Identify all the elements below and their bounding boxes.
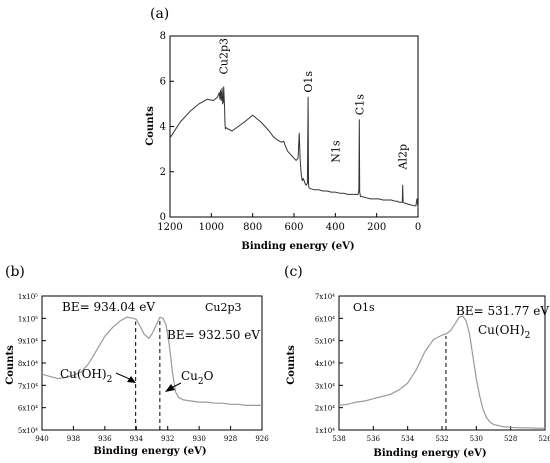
peak-label: O1s bbox=[302, 71, 315, 93]
y-tick-label: 5x10⁴ bbox=[18, 427, 38, 435]
panel-a: (a) 1200 1000 800 600 400 200 0 0 2 4 6 8 Cu2p3 O1s N1… bbox=[145, 6, 421, 252]
x-tick-label: 930 bbox=[192, 435, 205, 443]
panel-c-plot: 538 536 534 532 530 528 526 1x10⁴ 2x10⁴ 3x10⁴ 4x10… bbox=[315, 293, 550, 443]
c-cuoh2-sub: 2 bbox=[525, 331, 531, 341]
cu2o-arrow-head bbox=[165, 384, 175, 392]
x-tick-label: 528 bbox=[504, 435, 517, 443]
x-tick-label: 0 bbox=[415, 222, 421, 233]
panel-b-plot: 940 938 936 934 932 930 928 926 5x10⁴ 6x10⁴ 7x10⁴ 8… bbox=[18, 293, 269, 443]
cuoh2-arrow-head bbox=[127, 376, 136, 383]
x-tick-label: 536 bbox=[367, 435, 381, 443]
y-tick-label: 6x10⁴ bbox=[315, 315, 335, 323]
x-tick-label: 928 bbox=[224, 435, 237, 443]
series-line-c bbox=[338, 315, 545, 429]
x-tick-label: 800 bbox=[243, 222, 262, 233]
x-tick-label: 938 bbox=[67, 435, 80, 443]
x-tick-label: 1200 bbox=[157, 222, 182, 233]
y-tick-label: 3x10⁴ bbox=[315, 382, 335, 390]
panel-b-be1: BE= 934.04 eV bbox=[62, 300, 155, 314]
cuoh2-text: Cu(OH) bbox=[60, 367, 107, 381]
y-tick-label: 8 bbox=[160, 31, 166, 42]
peak-label: Al2p bbox=[397, 144, 410, 171]
peak-label: C1s bbox=[353, 94, 366, 115]
y-tick-label: 2 bbox=[160, 167, 166, 178]
y-tick-label: 9x10⁴ bbox=[18, 338, 38, 346]
y-tick-label: 7x10⁴ bbox=[315, 293, 335, 301]
c-cuoh2-text: Cu(OH) bbox=[478, 323, 525, 337]
panel-b-title: Cu2p3 bbox=[205, 301, 242, 314]
series-line-b bbox=[41, 316, 262, 406]
panel-c-xlabel: Binding energy (eV) bbox=[373, 448, 486, 459]
panel-b-label: (b) bbox=[5, 264, 25, 280]
x-tick-label: 934 bbox=[130, 435, 144, 443]
y-tick-label: 1x10⁴ bbox=[315, 427, 335, 435]
x-tick-label: 200 bbox=[367, 222, 386, 233]
panel-c: (c) 538 536 534 532 530 528 526 1x10⁴ 2x10⁴ 3x10⁴… bbox=[284, 264, 550, 459]
x-tick-label: 932 bbox=[161, 435, 174, 443]
y-tick-label: 2x10⁴ bbox=[315, 405, 335, 413]
panel-a-xlabel: Binding energy (eV) bbox=[241, 241, 354, 252]
y-tick-label: 6 bbox=[160, 76, 166, 87]
panel-c-be: BE= 531.77 eV bbox=[456, 304, 549, 318]
cu2o-suffix: O bbox=[204, 369, 214, 383]
x-tick-label: 1000 bbox=[199, 222, 224, 233]
panel-b-cuoh2-label: Cu(OH)2 bbox=[60, 367, 112, 385]
panel-a-ylabel: Counts bbox=[145, 106, 156, 146]
panel-c-ylabel: Counts bbox=[286, 345, 297, 385]
y-tick-label: 0 bbox=[160, 212, 166, 223]
peak-label: N1s bbox=[329, 140, 342, 163]
panel-b-be2: BE= 932.50 eV bbox=[167, 328, 260, 342]
y-tick-label: 6x10⁴ bbox=[18, 405, 38, 413]
x-tick-label: 940 bbox=[35, 435, 48, 443]
x-tick-label: 532 bbox=[435, 435, 448, 443]
cuoh2-sub: 2 bbox=[107, 375, 113, 385]
y-tick-label: 7x10⁴ bbox=[18, 382, 38, 390]
x-tick-label: 534 bbox=[401, 435, 415, 443]
x-tick-label: 530 bbox=[470, 435, 483, 443]
cu2o-sub: 2 bbox=[198, 377, 204, 387]
panel-a-plot: 1200 1000 800 600 400 200 0 0 2 4 6 8 Cu2p3 O1s N1s C1s… bbox=[157, 31, 421, 233]
x-tick-label: 538 bbox=[332, 435, 345, 443]
x-tick-label: 936 bbox=[98, 435, 112, 443]
x-tick-label: 400 bbox=[326, 222, 345, 233]
panel-b-cu2o-label: Cu2O bbox=[181, 369, 214, 387]
y-tick-label: 4x10⁴ bbox=[315, 360, 335, 368]
panel-b-xlabel: Binding energy (eV) bbox=[93, 446, 206, 457]
panel-b: (b) 940 938 936 934 932 930 928 926 5x10⁴ 6x10⁴ 7x… bbox=[5, 264, 269, 457]
panel-b-ylabel: Counts bbox=[5, 345, 16, 385]
cu2o-text: Cu bbox=[181, 369, 198, 383]
y-tick-label: 1x10⁵ bbox=[18, 293, 38, 301]
y-tick-label: 4 bbox=[160, 122, 166, 133]
plot-frame-b bbox=[41, 295, 263, 431]
y-tick-label: 8x10⁴ bbox=[18, 360, 38, 368]
x-tick-label: 600 bbox=[284, 222, 303, 233]
y-tick-label: 1x10⁵ bbox=[18, 315, 38, 323]
plot-frame-a bbox=[169, 35, 419, 218]
x-tick-label: 526 bbox=[538, 435, 550, 443]
panel-c-label: (c) bbox=[284, 264, 303, 280]
panel-c-title: O1s bbox=[353, 301, 375, 314]
peak-label: Cu2p3 bbox=[218, 38, 231, 75]
series-line-a bbox=[169, 86, 419, 208]
x-tick-label: 926 bbox=[255, 435, 269, 443]
panel-a-label: (a) bbox=[150, 6, 169, 22]
panel-c-cuoh2-label: Cu(OH)2 bbox=[478, 323, 530, 341]
y-tick-label: 5x10⁴ bbox=[315, 338, 335, 346]
